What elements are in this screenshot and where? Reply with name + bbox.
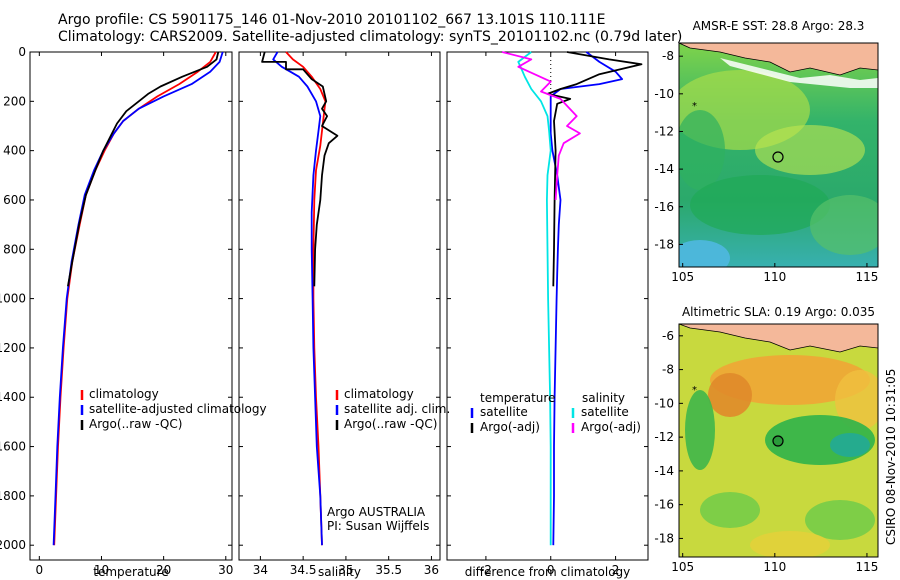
map-lat-label: -8	[662, 363, 674, 377]
depth-tick-label: 2000	[0, 538, 26, 552]
depth-tick-label: 1000	[0, 292, 26, 306]
depth-tick-label: 1200	[0, 341, 26, 355]
series-line-salinity-satellite	[517, 51, 552, 546]
map-title: AMSR-E SST: 28.8 Argo: 28.3	[693, 19, 865, 33]
legend-label: climatology	[89, 387, 159, 401]
depth-tick-label: 800	[3, 242, 26, 256]
map-lon-label: 110	[763, 560, 786, 574]
map-lon-label: 105	[671, 270, 694, 284]
legend-label: Argo(-adj)	[581, 420, 641, 434]
legend-label: climatology	[344, 387, 414, 401]
map-lat-label: -14	[654, 464, 674, 478]
sla-map-frame	[678, 323, 879, 558]
legend-header: salinity	[582, 391, 625, 405]
land	[679, 324, 878, 353]
x-tick-label: 10	[94, 563, 109, 577]
x-tick-label: -2	[480, 563, 492, 577]
map-lat-label: -10	[654, 87, 674, 101]
series-line-temperature-argo-adj-	[546, 51, 643, 287]
x-tick-label: 36	[424, 563, 439, 577]
series-line-argo-raw-qc-	[67, 51, 220, 287]
x-tick-label: 0	[36, 563, 44, 577]
x-tick-label: 30	[218, 563, 233, 577]
series-line-satellite-adj-clim-	[272, 51, 323, 546]
x-tick-label: 0	[547, 563, 555, 577]
map-lat-label: -8	[662, 49, 674, 63]
depth-tick-label: 1800	[0, 489, 26, 503]
map-lat-label: -12	[654, 430, 674, 444]
map-lon-label: 110	[763, 270, 786, 284]
asterisk-marker: *	[692, 101, 697, 112]
series-line-argo-raw-qc-	[261, 51, 339, 287]
map-lat-label: -10	[654, 396, 674, 410]
x-axis-label: difference from climatology	[465, 565, 631, 579]
x-tick-label: 34	[253, 563, 268, 577]
argo-float-marker	[772, 435, 784, 447]
panel-frame	[29, 51, 233, 561]
depth-tick-label: 1400	[0, 390, 26, 404]
legend-label: Argo(..raw -QC)	[344, 417, 437, 431]
depth-tick-label: 0	[18, 45, 26, 59]
map-axes-2: Altimetric SLA: 0.19 Argo: 0.035 105 110 11…	[654, 305, 878, 574]
panel-frame	[446, 51, 649, 561]
series-line-climatology	[53, 51, 217, 546]
panel-frame	[238, 51, 441, 561]
x-tick-label: 20	[156, 563, 171, 577]
title-line-1: Argo profile: CS 5901175_146 01-Nov-2010…	[58, 12, 606, 28]
profile-panel-1: 0 200 400 600 800 1000 1200 1400 1600 1800 2000 0 10…	[0, 45, 267, 579]
map-lat-label: -12	[654, 124, 674, 138]
map-lat-label: -16	[654, 200, 674, 214]
depth-tick-label: 600	[3, 193, 26, 207]
depth-tick-label: 200	[3, 94, 26, 108]
annotation-text: PI: Susan Wijffels	[327, 519, 429, 533]
series-line-salinity-argo-adj-	[501, 51, 581, 201]
sst-map-frame	[678, 42, 879, 268]
map-axes-1: AMSR-E SST: 28.8 Argo: 28.3 105 110 115 -8 -1…	[654, 19, 878, 284]
legend-header: temperature	[480, 391, 555, 405]
x-axis-label: salinity	[318, 565, 361, 579]
map-title: Altimetric SLA: 0.19 Argo: 0.035	[682, 305, 875, 319]
map-lat-label: -16	[654, 498, 674, 512]
map-lon-label: 115	[855, 560, 878, 574]
sst-map: *	[678, 42, 879, 268]
title-line-2: Climatology: CARS2009. Satellite-adjuste…	[58, 29, 683, 45]
legend-label: satellite	[581, 405, 629, 419]
map-lon-label: 105	[671, 560, 694, 574]
asterisk-marker: *	[692, 385, 697, 396]
land	[679, 43, 878, 76]
depth-tick-label: 400	[3, 144, 26, 158]
series-line-satellite-adjusted-climatology	[52, 51, 224, 546]
sla-map: *	[678, 323, 879, 558]
legend-label: satellite	[480, 405, 528, 419]
series-line-temperature-satellite	[549, 51, 623, 546]
legend-label: Argo(-adj)	[480, 420, 540, 434]
map-lat-label: -6	[662, 329, 674, 343]
legend-label: satellite adj. clim.	[344, 402, 450, 416]
depth-tick-label: 1600	[0, 440, 26, 454]
x-tick-label: 35	[338, 563, 353, 577]
x-axis-label: temperature	[93, 565, 168, 579]
legend-label: satellite-adjusted climatology	[89, 402, 267, 416]
map-lat-label: -18	[654, 237, 674, 251]
x-tick-label: 35.5	[375, 563, 402, 577]
series-line-climatology	[285, 51, 327, 546]
argo-float-marker	[772, 151, 784, 163]
profile-panel-2: 34 34.5 35 35.5 36 salinity climatologysatelli…	[238, 51, 450, 579]
map-lat-label: -18	[654, 531, 674, 545]
legend-label: Argo(..raw -QC)	[89, 417, 182, 431]
x-tick-label: 2	[612, 563, 620, 577]
x-tick-label: 34.5	[290, 563, 317, 577]
timestamp-text: CSIRO 08-Nov-2010 10:31:05	[884, 369, 898, 545]
map-lon-label: 115	[855, 270, 878, 284]
map-lat-label: -14	[654, 162, 674, 176]
annotation-text: Argo AUSTRALIA	[327, 505, 426, 519]
profile-plots: 0200400600800100012001400160018002000010…	[0, 19, 898, 579]
